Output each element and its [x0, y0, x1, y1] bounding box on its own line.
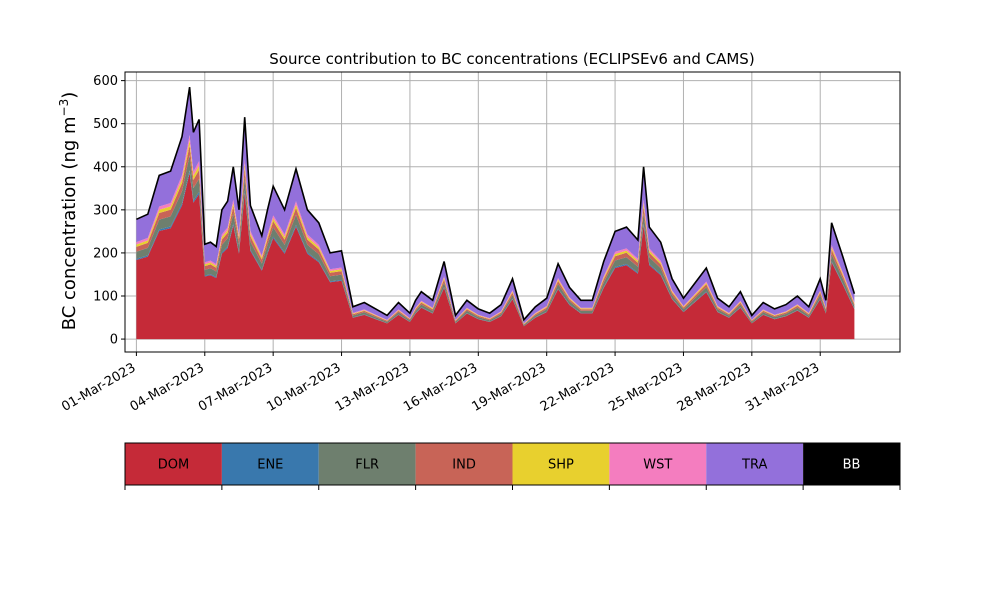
y-tick-label: 500: [93, 117, 118, 132]
x-tick-label: 31-Mar-2023: [743, 360, 822, 414]
y-tick-label: 400: [93, 160, 118, 175]
legend-swatch-ind: [415, 443, 513, 485]
y-tick-label: 600: [93, 74, 118, 89]
x-tick-label: 22-Mar-2023: [538, 360, 617, 414]
x-tick-label: 13-Mar-2023: [333, 360, 412, 414]
legend-swatch-tra: [706, 443, 804, 485]
legend-swatch-shp: [512, 443, 610, 485]
area-tra: [136, 87, 855, 324]
area-shp: [136, 140, 855, 325]
x-tick-label: 01-Mar-2023: [59, 360, 138, 414]
chart-title: Source contribution to BC concentrations…: [269, 50, 754, 68]
area-flr: [136, 155, 855, 327]
plot-frame: [124, 71, 901, 353]
legend-label-ene: ENE: [257, 458, 283, 473]
total-line: [136, 86, 856, 322]
legend-label-ind: IND: [452, 458, 476, 473]
x-tick-label: 28-Mar-2023: [675, 360, 754, 414]
stacked-areas: [136, 86, 856, 340]
x-tick-label: 25-Mar-2023: [606, 360, 685, 414]
legend-swatch-dom: [125, 443, 222, 485]
legend-frame: [124, 442, 901, 486]
area-wst: [136, 135, 855, 324]
legend: DOM ENE FLR IND SHP WST TRA BB: [124, 442, 901, 490]
legend-label-tra: TRA: [741, 458, 767, 473]
legend-swatch-ene: [221, 443, 319, 485]
y-tick-label: 0: [110, 333, 118, 348]
legend-swatch-flr: [318, 443, 416, 485]
legend-label-bb: BB: [843, 458, 861, 473]
y-tick-label: 100: [93, 290, 118, 305]
legend-label-flr: FLR: [355, 458, 379, 473]
x-tick-label: 07-Mar-2023: [196, 360, 275, 414]
x-tick-label: 10-Mar-2023: [264, 360, 343, 414]
legend-swatch-wst: [609, 443, 707, 485]
x-tick-label: 19-Mar-2023: [470, 360, 549, 414]
y-tick-label: 200: [93, 246, 118, 261]
legend-label-wst: WST: [643, 458, 672, 473]
area-dom: [136, 172, 855, 340]
legend-swatch-bb: [803, 443, 900, 485]
x-tick-label: 16-Mar-2023: [401, 360, 480, 414]
legend-label-shp: SHP: [548, 458, 574, 473]
legend-label-dom: DOM: [158, 458, 189, 473]
y-tick-label: 300: [93, 203, 118, 218]
area-ind: [136, 145, 855, 325]
x-tick-label: 04-Mar-2023: [128, 360, 207, 414]
y-axis-label: BC concentration (ng m−3): [57, 92, 80, 331]
